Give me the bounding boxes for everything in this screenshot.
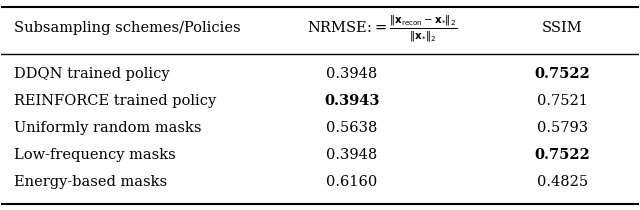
- Text: NRMSE:$=\frac{\|\mathbf{x}_{\mathrm{recon}}-\mathbf{x}_{*}\|_2}{\|\mathbf{x}_{*}: NRMSE:$=\frac{\|\mathbf{x}_{\mathrm{reco…: [307, 13, 457, 43]
- Text: DDQN trained policy: DDQN trained policy: [14, 67, 170, 81]
- Text: 0.6160: 0.6160: [326, 175, 378, 189]
- Text: 0.7522: 0.7522: [534, 67, 590, 81]
- Text: Uniformly random masks: Uniformly random masks: [14, 121, 202, 135]
- Text: 0.7521: 0.7521: [537, 94, 588, 108]
- Text: Low-frequency masks: Low-frequency masks: [14, 148, 176, 162]
- Text: 0.3943: 0.3943: [324, 94, 380, 108]
- Text: Subsampling schemes/Policies: Subsampling schemes/Policies: [14, 21, 241, 35]
- Text: 0.5638: 0.5638: [326, 121, 378, 135]
- Text: 0.5793: 0.5793: [536, 121, 588, 135]
- Text: SSIM: SSIM: [542, 21, 582, 35]
- Text: 0.7522: 0.7522: [534, 148, 590, 162]
- Text: REINFORCE trained policy: REINFORCE trained policy: [14, 94, 216, 108]
- Text: 0.3948: 0.3948: [326, 67, 378, 81]
- Text: 0.3948: 0.3948: [326, 148, 378, 162]
- Text: 0.4825: 0.4825: [536, 175, 588, 189]
- Text: Energy-based masks: Energy-based masks: [14, 175, 167, 189]
